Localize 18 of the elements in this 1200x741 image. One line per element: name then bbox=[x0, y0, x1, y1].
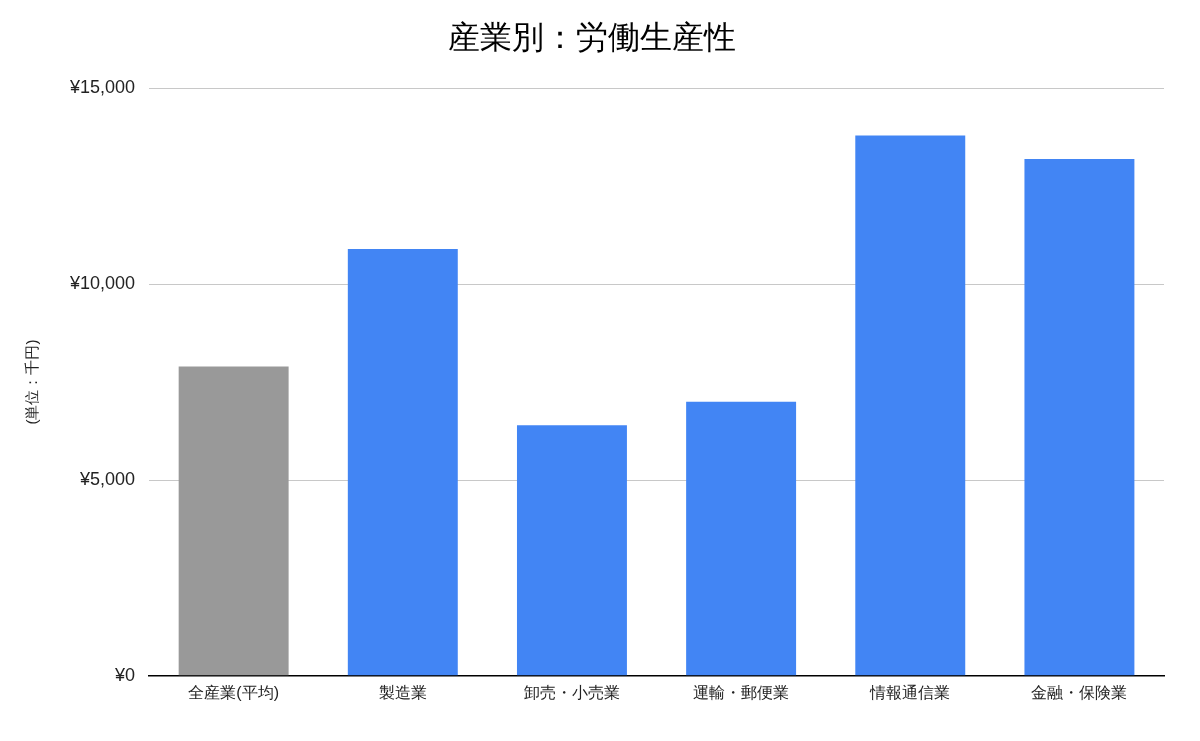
x-tick-label: 金融・保険業 bbox=[1031, 683, 1128, 701]
bar bbox=[347, 248, 458, 676]
x-tick-label: 運輸・郵便業 bbox=[693, 683, 790, 701]
y-tick-label: ¥0 bbox=[114, 664, 136, 685]
y-tick-label: ¥15,000 bbox=[68, 77, 136, 98]
x-tick-label: 卸売・小売業 bbox=[523, 683, 620, 701]
y-axis-title: (単位：千円) bbox=[23, 339, 41, 425]
bar bbox=[686, 401, 797, 676]
chart-title: 産業別：労働生産性 bbox=[448, 19, 736, 56]
x-tick-label: 製造業 bbox=[378, 683, 427, 701]
bar bbox=[855, 135, 966, 676]
bar bbox=[178, 366, 289, 676]
y-tick-label: ¥5,000 bbox=[79, 468, 136, 489]
bar bbox=[516, 425, 627, 676]
x-tick-label: 情報通信業 bbox=[869, 683, 951, 701]
y-tick-label: ¥10,000 bbox=[68, 273, 136, 294]
bar bbox=[1024, 158, 1135, 676]
x-tick-label: 全産業(平均) bbox=[188, 683, 279, 701]
